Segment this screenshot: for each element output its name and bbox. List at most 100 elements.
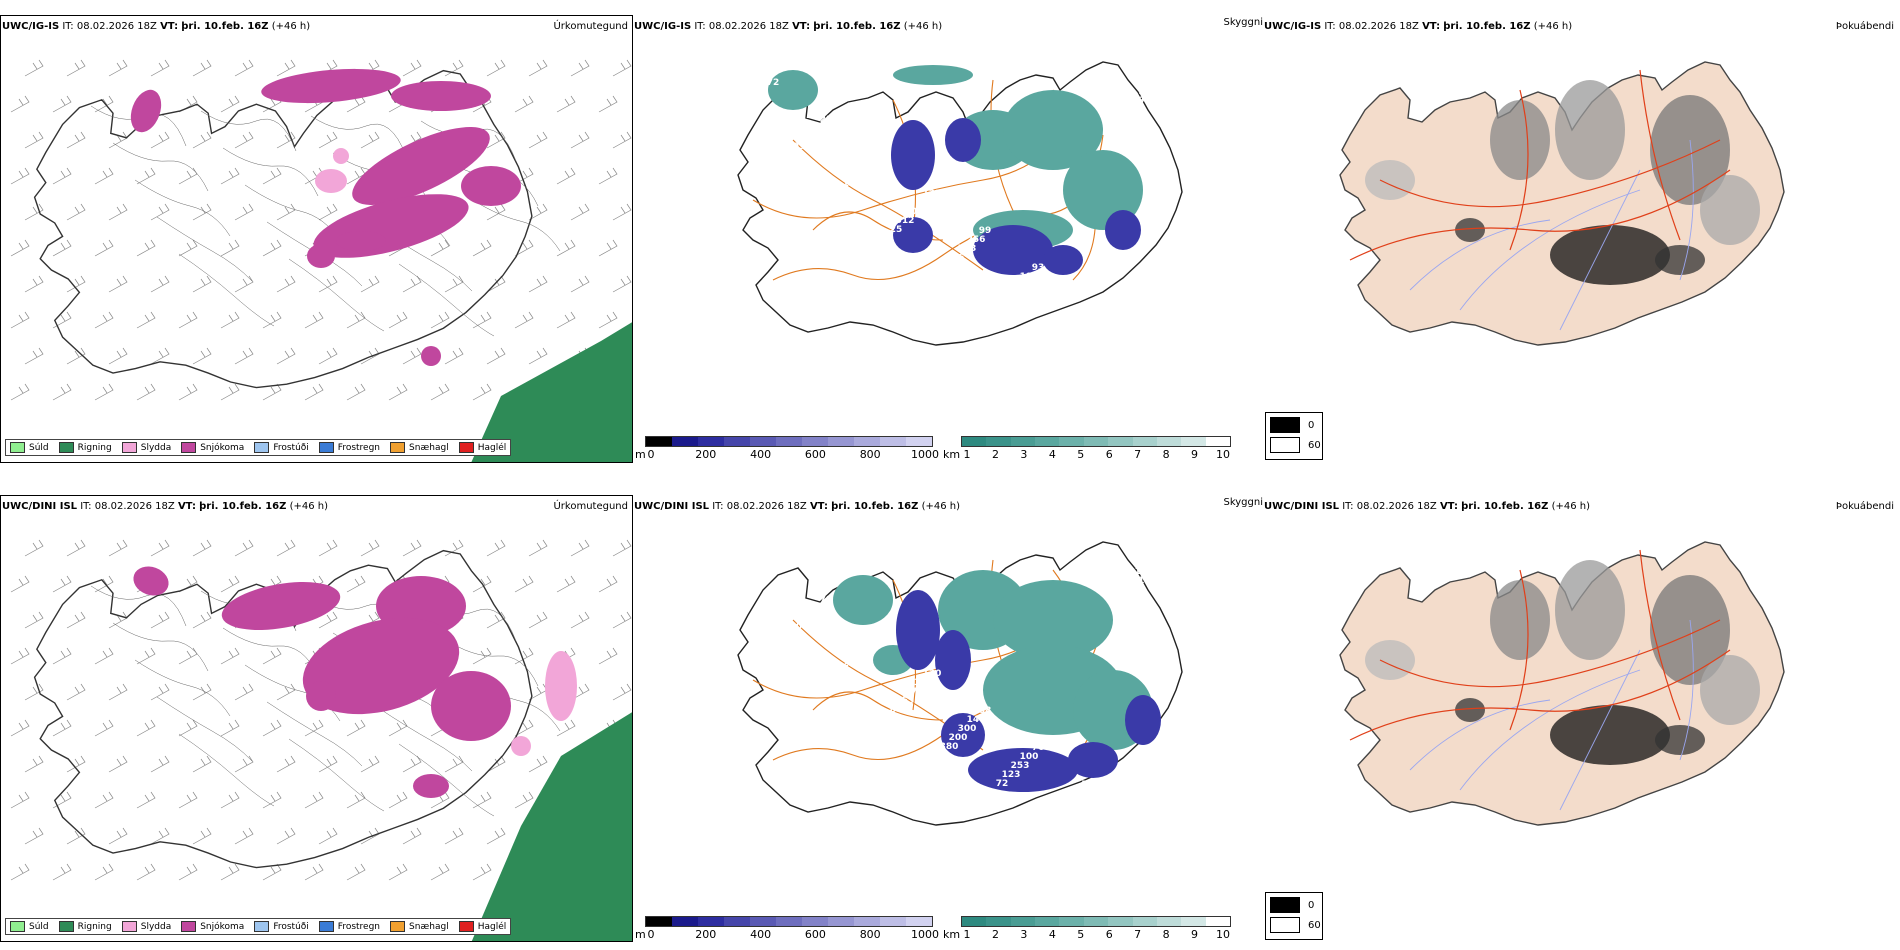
panel-header-bot-fog: UWC/DINI ISL IT: 08.02.2026 18Z VT: þri.… (1264, 501, 1591, 512)
ceiling-value-label: 87 (837, 668, 850, 678)
panel-ceiling-top: 72 23 52 122 99 93 71 78 80 43 42 256 191 77 369 122 613… (633, 30, 1245, 460)
ceiling-value-label: 186 (861, 641, 880, 651)
colorbar-step (1108, 437, 1133, 446)
colorbar-step (1083, 437, 1109, 446)
precip-map-top (10, 59, 632, 462)
ceiling-value-label: 71 (1085, 300, 1098, 310)
colorbar-tick: 400 (750, 928, 772, 941)
colorbar-tick: 400 (750, 448, 772, 461)
panel-header-top-cloud: UWC/IG-IS IT: 08.02.2026 18Z VT: þri. 10… (634, 21, 943, 32)
ceiling-value-label: 803 (799, 613, 818, 623)
legend-label: Rigning (77, 921, 112, 932)
legend-item: Frostregn (318, 921, 380, 932)
colorbar-step (962, 917, 987, 926)
legend-swatch (58, 921, 74, 932)
ceiling-value-label: 122 (799, 133, 818, 143)
legend-label: Frostregn (337, 442, 381, 453)
colorbar-tick: 8 (1162, 448, 1170, 461)
colorbar-tick: 5 (1077, 928, 1085, 941)
colorbar-step (854, 917, 880, 926)
fog-legend-label: 0 (1308, 419, 1315, 431)
ceiling-value-label: 211 (1126, 576, 1145, 586)
precip-map-bottom (10, 539, 632, 941)
ceiling-value-label: 42 (917, 198, 930, 208)
colorbar-step (880, 917, 906, 926)
colorbar-step (1083, 917, 1109, 926)
colorbar-tick: 0 (647, 928, 655, 941)
panel-title: Þokuábendi (1835, 501, 1894, 512)
ceiling-value-label: 80 (811, 124, 824, 134)
legend-label: Súld (29, 442, 49, 453)
fog-legend-swatch (1270, 417, 1300, 433)
colorbar-step (1010, 917, 1036, 926)
colorbar-step (802, 437, 828, 446)
legend-item: Haglél (458, 442, 507, 453)
ceiling-value-label: 79 (1067, 318, 1080, 328)
colorbar-step (906, 437, 932, 446)
colorbar-step (776, 437, 802, 446)
ceiling-value-label: 99 (979, 226, 992, 236)
ceiling-value-label: 100 (905, 207, 924, 217)
colorbar-tick: 800 (859, 448, 881, 461)
road-network (1349, 549, 1731, 741)
legend-label: Haglél (477, 442, 507, 453)
legend-swatch (181, 442, 197, 453)
legend-item: Rigning (58, 442, 112, 453)
ceiling-value-label: 93 (1032, 263, 1045, 273)
iceland-outline (737, 541, 1183, 826)
colorbar-tick: 2 (991, 448, 999, 461)
fog-legend-row: 60 (1270, 437, 1321, 453)
ceiling-area (891, 118, 1141, 275)
ceiling-value-label: 281 (843, 659, 862, 669)
colorbar-tick: 2 (991, 928, 999, 941)
colorbar-step (906, 917, 932, 926)
colorbar-step (750, 437, 776, 446)
fog-legend-row: 60 (1270, 917, 1321, 933)
colorbar-step (828, 437, 854, 446)
fog-legend-top: 0 60 (1265, 412, 1323, 460)
colorbar-tick: 10 (1216, 928, 1230, 941)
ceiling-value-label: 08 (873, 632, 886, 642)
legend-swatch (10, 921, 25, 932)
colorbar-step (1132, 917, 1157, 926)
legend-label: Slydda (140, 442, 172, 453)
legend-swatch (390, 442, 406, 453)
colorbar-tick: 5 (1077, 448, 1085, 461)
colorbar-step (828, 917, 854, 926)
ceiling-value-label: 72 (996, 779, 1009, 789)
legend-swatch (254, 921, 270, 932)
ceiling-value-label: 276 (1117, 585, 1136, 595)
iceland-outline (737, 61, 1183, 346)
legend-swatch (390, 921, 406, 932)
ceiling-value-label: 23 (820, 115, 833, 125)
colorbar-tick: 1 (963, 448, 971, 461)
colorbar-step (672, 437, 698, 446)
colorbar-step (1205, 917, 1230, 926)
fog-legend-swatch (1270, 917, 1300, 933)
colorbar-step (1059, 437, 1084, 446)
colorbar-step (1035, 437, 1060, 446)
legend-swatch (10, 442, 25, 453)
colorbar-step (1181, 437, 1206, 446)
panel-title: Skyggni (1223, 497, 1263, 508)
ceiling-value-label: 78 (1138, 87, 1151, 97)
colorbar-tick: 3 (1020, 928, 1028, 941)
colorbar-tick: 4 (1048, 448, 1056, 461)
colorbar-tick: 200 (695, 928, 717, 941)
ceiling-value-label: 15 (1058, 327, 1071, 337)
ceiling-value-label: 88 (979, 706, 992, 716)
fog-legend-bottom: 0 60 (1265, 892, 1323, 940)
terrain-shading (1365, 560, 1760, 765)
legend-item: Snæhagl (390, 442, 449, 453)
legend-item: Haglél (458, 921, 506, 932)
legend-label: Súld (29, 921, 49, 932)
colorbar-tick: 200 (695, 448, 717, 461)
iceland-outline (33, 549, 533, 869)
rivers (1409, 619, 1694, 811)
ceiling-value-label: 52 (873, 152, 886, 162)
colorbar-tick: 9 (1191, 448, 1199, 461)
legend-label: Frostúði (273, 442, 309, 453)
ceiling-value-label: 705 (790, 622, 809, 632)
fog-legend-swatch (1270, 897, 1300, 913)
legend-label: Frostúði (273, 921, 309, 932)
